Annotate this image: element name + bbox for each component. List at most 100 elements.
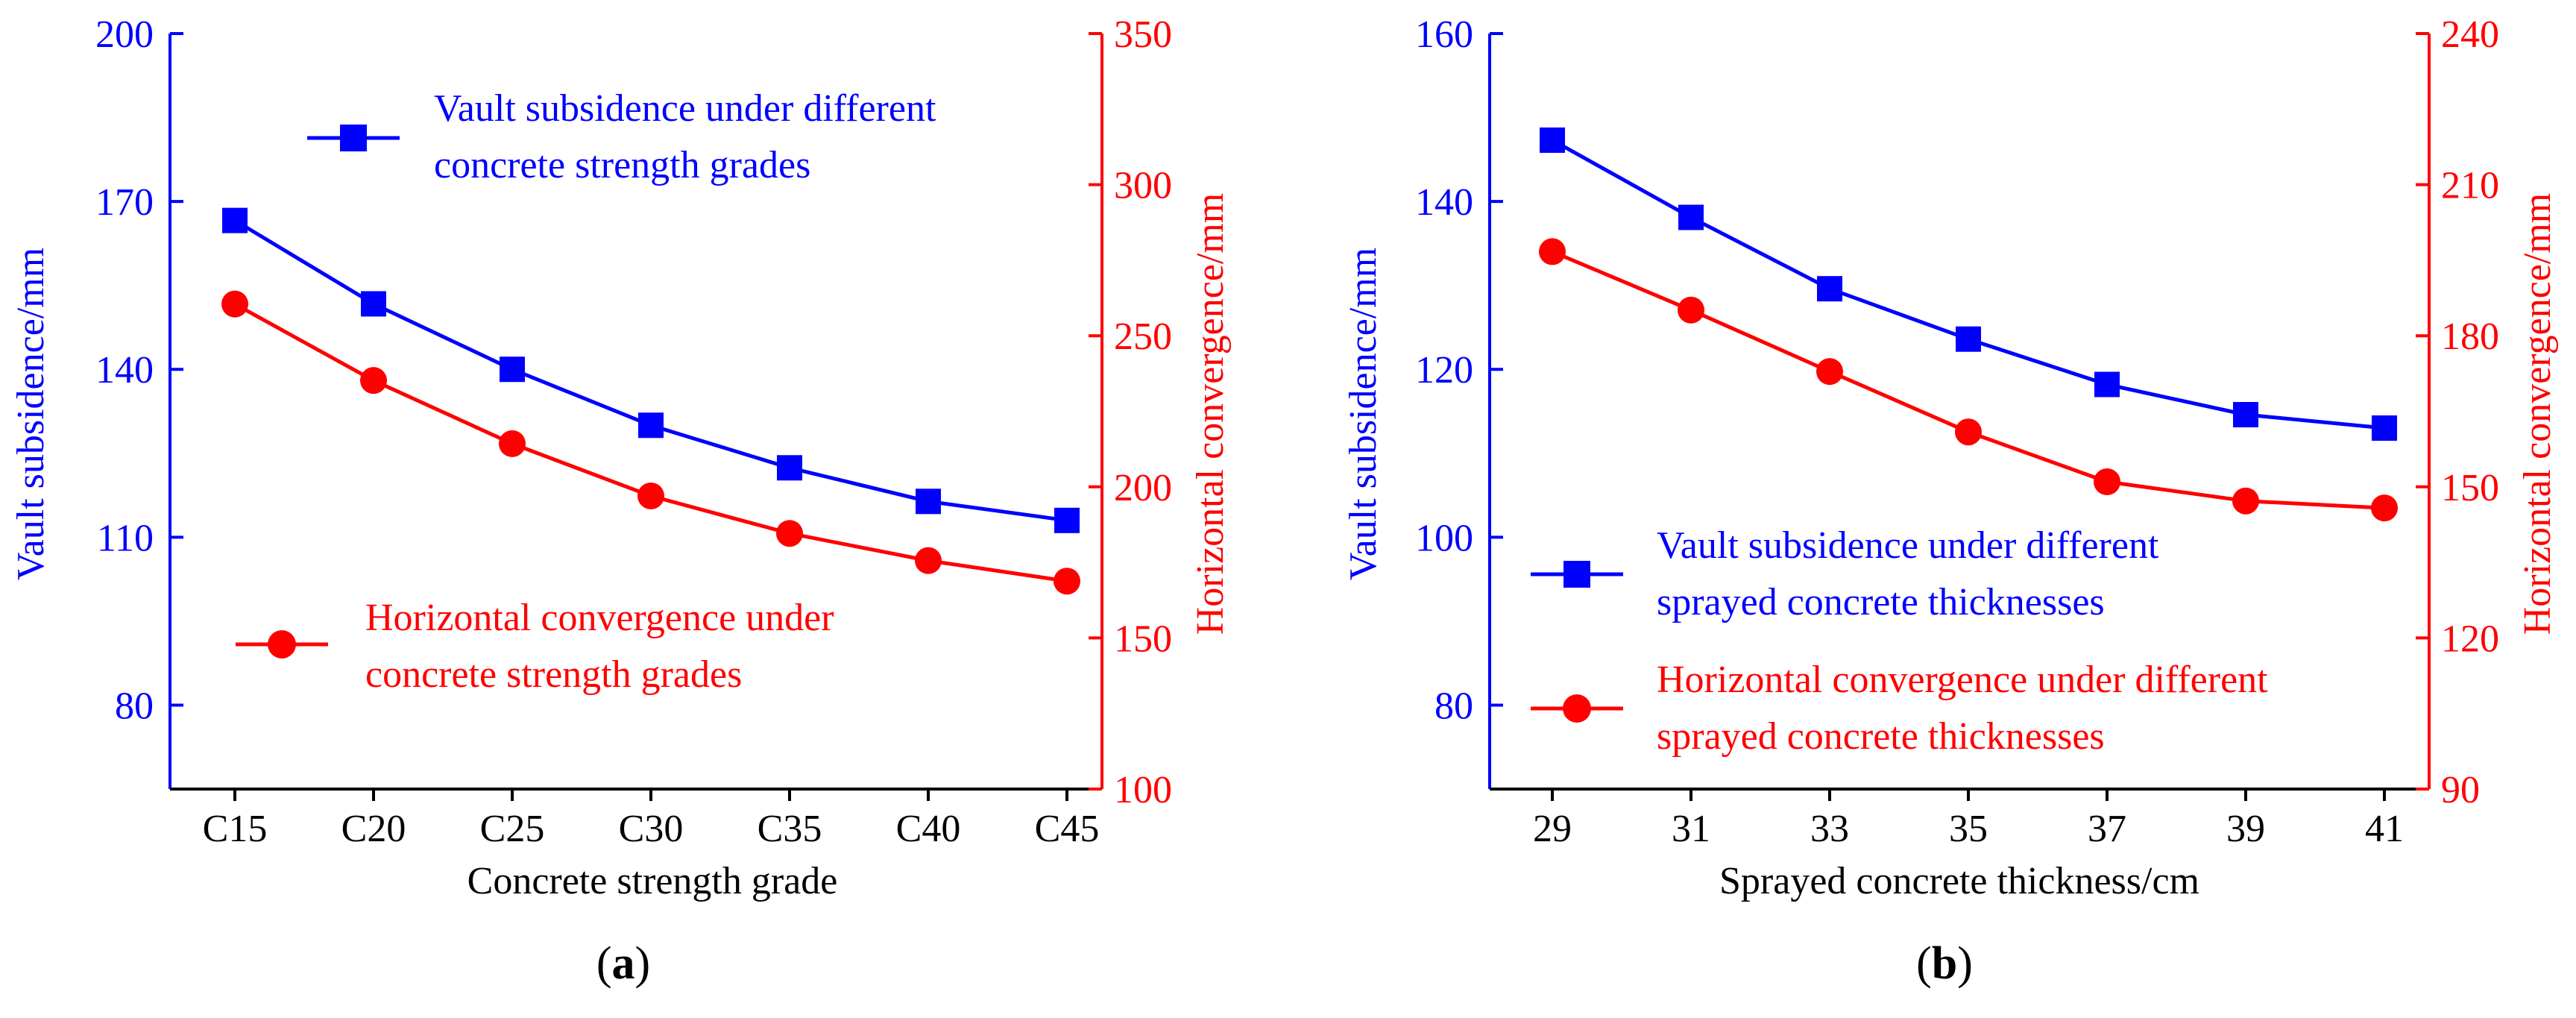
panel-b-x-tick-label: 31 bbox=[1672, 808, 1710, 850]
panel-b-vault-point bbox=[1678, 204, 1704, 230]
panel-b-convergence-point bbox=[1678, 296, 1704, 324]
panel-b-left-axis-label: Vault subsidence/mm bbox=[1342, 248, 1385, 580]
panel-b-vault-point bbox=[2372, 415, 2397, 442]
panel-a-x-tick-label: C20 bbox=[341, 808, 406, 850]
panel-b-left-ticks: 80 100 120 140 160 bbox=[1415, 13, 1503, 727]
panel-b-vault-point bbox=[1956, 326, 1981, 352]
panel-b-right-tick-label: 240 bbox=[2441, 13, 2499, 56]
panel-a-legend-vault-marker bbox=[340, 125, 367, 151]
panel-b-legend-vault-line2: sprayed concrete thicknesses bbox=[1657, 581, 2105, 623]
panel-a: 80 110 140 170 200 100 150 200 250 300 350 C15 C20… bbox=[10, 13, 1232, 989]
panel-b-right-tick-label: 180 bbox=[2441, 315, 2499, 358]
panel-a-right-tick-label: 350 bbox=[1114, 13, 1172, 56]
panel-a-right-tick-label: 150 bbox=[1114, 618, 1172, 660]
panel-b-label-letter: b bbox=[1932, 938, 1957, 989]
panel-a-x-tick-label: C25 bbox=[480, 808, 545, 850]
panel-a-left-tick-label: 200 bbox=[95, 13, 154, 56]
panel-b-vault-point bbox=[2094, 371, 2120, 398]
panel-b-x-tick-label: 29 bbox=[1533, 808, 1572, 850]
panel-b-convergence-point bbox=[2371, 494, 2398, 522]
panel-a-vault-point bbox=[777, 455, 802, 481]
panel-a-right-ticks: 100 150 200 250 300 350 bbox=[1089, 13, 1172, 811]
panel-a-vault-point bbox=[1054, 507, 1080, 533]
panel-a-convergence-point bbox=[776, 520, 803, 547]
panel-a-label-letter: a bbox=[612, 938, 635, 989]
panel-a-legend-vault-line2: concrete strength grades bbox=[434, 144, 810, 186]
panel-a-right-tick-label: 250 bbox=[1114, 315, 1172, 358]
panel-b-legend-vault-marker bbox=[1563, 561, 1590, 588]
panel-a-vault-point bbox=[638, 412, 664, 439]
panel-b-right-tick-label: 150 bbox=[2441, 467, 2499, 509]
panel-b-left-tick-label: 160 bbox=[1415, 13, 1473, 56]
panel-a-left-tick-label: 170 bbox=[95, 181, 154, 224]
panel-a-right-tick-label: 200 bbox=[1114, 467, 1172, 509]
panel-a-left-ticks: 80 110 140 170 200 bbox=[95, 13, 183, 727]
panel-a-label: (a) bbox=[596, 938, 650, 989]
panel-b-right-tick-label: 210 bbox=[2441, 165, 2499, 207]
panel-a-x-tick-label: C40 bbox=[896, 808, 961, 850]
panel-b-left-tick-label: 100 bbox=[1415, 517, 1473, 559]
panel-b-right-axis-label: Horizontal convergence/mm bbox=[2516, 193, 2559, 635]
panel-b-series bbox=[1539, 127, 2398, 522]
panel-b-convergence-point bbox=[2094, 468, 2120, 496]
panel-b-left-tick-label: 80 bbox=[1435, 685, 1473, 727]
panel-b-legend-convergence-marker bbox=[1563, 694, 1591, 723]
panel-a-x-ticks: C15 C20 C25 C30 C35 C40 C45 bbox=[203, 789, 1100, 850]
panel-b-right-tick-label: 90 bbox=[2441, 769, 2480, 811]
panel-b-legend-vault-line1: Vault subsidence under different bbox=[1657, 524, 2159, 567]
panel-a-convergence-point bbox=[360, 367, 387, 395]
panel-a-vault-point bbox=[361, 291, 386, 317]
panel-b-convergence-point bbox=[1816, 358, 1843, 386]
panel-b-vault-line bbox=[1551, 138, 2385, 430]
panel-b-x-tick-label: 33 bbox=[1810, 808, 1849, 850]
panel-a-legend-convergence-line2: concrete strength grades bbox=[365, 653, 742, 696]
panel-a-convergence-point bbox=[915, 547, 942, 574]
panel-a-x-tick-label: C30 bbox=[619, 808, 684, 850]
panel-a-x-axis-label: Concrete strength grade bbox=[467, 860, 838, 902]
panel-a-right-tick-label: 300 bbox=[1114, 165, 1172, 207]
panel-a-vault-line bbox=[233, 219, 1068, 523]
panel-b-right-ticks: 90 120 150 180 210 240 bbox=[2416, 13, 2499, 811]
panel-a-vault-point bbox=[222, 207, 248, 233]
panel-a-left-axis-label: Vault subsidence/mm bbox=[10, 248, 52, 580]
panel-a-convergence-point bbox=[637, 482, 664, 509]
panel-b-left-tick-label: 120 bbox=[1415, 349, 1473, 392]
panel-b-legend-convergence-line1: Horizontal convergence under different bbox=[1657, 659, 2268, 701]
panel-b-convergence-line bbox=[1552, 250, 2385, 510]
panel-b-x-tick-label: 39 bbox=[2226, 808, 2265, 850]
panel-a-vault-point bbox=[916, 488, 941, 515]
panel-b: 80 100 120 140 160 90 120 150 180 210 240 29 31 33 3… bbox=[1342, 13, 2559, 989]
panel-a-series bbox=[221, 207, 1080, 595]
panel-a-x-tick-label: C35 bbox=[758, 808, 822, 850]
panel-a-left-tick-label: 110 bbox=[97, 517, 154, 559]
panel-a-x-tick-label: C45 bbox=[1035, 808, 1100, 850]
panel-a-legend-vault: Vault subsidence under different concret… bbox=[307, 87, 936, 186]
panel-b-x-tick-label: 35 bbox=[1949, 808, 1988, 850]
panel-b-legend-convergence-line2: sprayed concrete thicknesses bbox=[1657, 715, 2105, 758]
panel-a-legend-vault-line1: Vault subsidence under different bbox=[434, 87, 936, 130]
panel-b-label: (b) bbox=[1916, 938, 1973, 989]
panel-a-convergence-point bbox=[1054, 568, 1080, 595]
panel-a-legend-convergence-marker bbox=[268, 630, 296, 659]
panel-a-right-axis-label: Horizontal convergence/mm bbox=[1189, 193, 1232, 635]
panel-a-convergence-point bbox=[221, 290, 248, 318]
panel-a-left-tick-label: 140 bbox=[95, 349, 154, 392]
panel-b-right-tick-label: 120 bbox=[2441, 618, 2499, 660]
panel-b-convergence-point bbox=[1539, 238, 1566, 266]
panel-b-x-ticks: 29 31 33 35 37 39 41 bbox=[1533, 789, 2404, 850]
panel-a-vault-point bbox=[500, 356, 525, 383]
panel-b-legend-vault: Vault subsidence under different sprayed… bbox=[1531, 524, 2159, 623]
panel-b-convergence-point bbox=[1955, 418, 1982, 446]
panel-b-vault-point bbox=[2233, 402, 2258, 428]
panel-a-x-tick-label: C15 bbox=[203, 808, 268, 850]
panel-a-legend-convergence: Horizontal convergence under concrete st… bbox=[236, 597, 834, 696]
panel-a-convergence-point bbox=[499, 430, 526, 457]
panel-b-vault-point bbox=[1817, 276, 1842, 302]
panel-b-legend-convergence: Horizontal convergence under different s… bbox=[1531, 659, 2268, 758]
panel-b-vault-point bbox=[1540, 127, 1565, 153]
panel-a-right-tick-label: 100 bbox=[1114, 769, 1172, 811]
panel-b-x-axis-label: Sprayed concrete thickness/cm bbox=[1719, 860, 2199, 902]
panel-a-legend-convergence-line1: Horizontal convergence under bbox=[365, 597, 834, 639]
